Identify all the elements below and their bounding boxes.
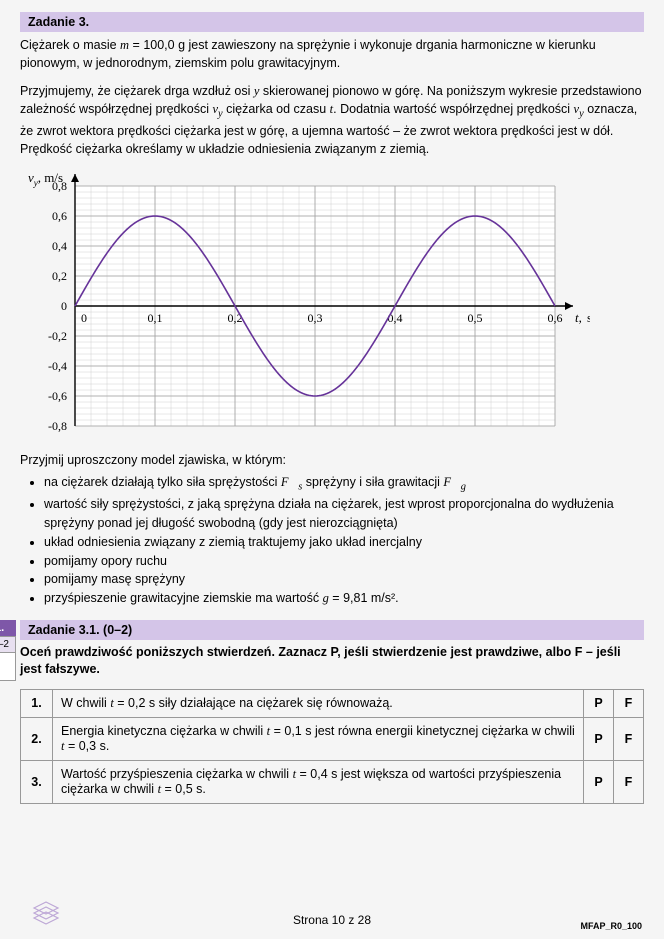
row-number: 3. (21, 760, 53, 803)
statement-cell: Wartość przyśpieszenia ciężarka w chwili… (53, 760, 584, 803)
assumption-list: na ciężarek działają tylko siła sprężyst… (20, 473, 644, 608)
task3-p2: Przyjmujemy, że ciężarek drga wzdłuż osi… (20, 82, 644, 158)
svg-text:0,6: 0,6 (52, 209, 67, 223)
svg-text:0,2: 0,2 (52, 269, 67, 283)
table-row: 1.W chwili t = 0,2 s siły działające na … (21, 689, 644, 717)
statement-cell: Energia kinetyczna ciężarka w chwili t =… (53, 717, 584, 760)
svg-text:-0,4: -0,4 (48, 359, 67, 373)
row-number: 2. (21, 717, 53, 760)
svg-text:0,6: 0,6 (548, 311, 563, 325)
task31-instruction: Oceń prawdziwość poniższych stwierdzeń. … (20, 644, 644, 679)
svg-text:-0,8: -0,8 (48, 419, 67, 433)
margin-tag-points: 0–1–2 (0, 636, 16, 653)
p-cell[interactable]: P (584, 717, 614, 760)
page-number: Strona 10 z 28 (0, 913, 664, 927)
svg-text:0,4: 0,4 (52, 239, 67, 253)
task3-p3: Przyjmij uproszczony model zjawiska, w k… (20, 451, 644, 469)
true-false-table: 1.W chwili t = 0,2 s siły działające na … (20, 689, 644, 804)
margin-tag-num: 3.1. (0, 620, 16, 636)
svg-text:0: 0 (61, 299, 67, 313)
p-cell[interactable]: P (584, 689, 614, 717)
svg-text:0,5: 0,5 (468, 311, 483, 325)
statement-cell: W chwili t = 0,2 s siły działające na ci… (53, 689, 584, 717)
svg-text:s: s (587, 310, 590, 325)
list-item: pomijamy opory ruchu (44, 552, 644, 571)
table-row: 3.Wartość przyśpieszenia ciężarka w chwi… (21, 760, 644, 803)
task31-header: Zadanie 3.1. (0–2) (20, 620, 644, 640)
list-item: przyśpieszenie grawitacyjne ziemskie ma … (44, 589, 644, 608)
f-cell[interactable]: F (614, 689, 644, 717)
margin-tag: 3.1. 0–1–2 (0, 620, 16, 681)
svg-text:0,2: 0,2 (228, 311, 243, 325)
svg-text:-0,2: -0,2 (48, 329, 67, 343)
svg-text:0: 0 (81, 311, 87, 325)
list-item: układ odniesienia związany z ziemią trak… (44, 533, 644, 552)
svg-text:0,3: 0,3 (308, 311, 323, 325)
table-row: 2.Energia kinetyczna ciężarka w chwili t… (21, 717, 644, 760)
task3-p1: Ciężarek o masie m = 100,0 g jest zawies… (20, 36, 644, 72)
svg-text:t,: t, (575, 310, 582, 325)
f-cell[interactable]: F (614, 717, 644, 760)
list-item: na ciężarek działają tylko siła sprężyst… (44, 473, 644, 495)
margin-tag-blank (0, 653, 16, 681)
list-item: pomijamy masę sprężyny (44, 570, 644, 589)
row-number: 1. (21, 689, 53, 717)
list-item: wartość siły sprężystości, z jaką spręży… (44, 495, 644, 533)
svg-text:0,1: 0,1 (148, 311, 163, 325)
doc-code: MFAP_R0_100 (580, 921, 642, 931)
svg-text:0,4: 0,4 (388, 311, 403, 325)
f-cell[interactable]: F (614, 760, 644, 803)
svg-text:-0,6: -0,6 (48, 389, 67, 403)
task3-header: Zadanie 3. (20, 12, 644, 32)
velocity-chart: -0,8-0,6-0,4-0,200,20,40,60,800,10,20,30… (20, 168, 644, 443)
p-cell[interactable]: P (584, 760, 614, 803)
